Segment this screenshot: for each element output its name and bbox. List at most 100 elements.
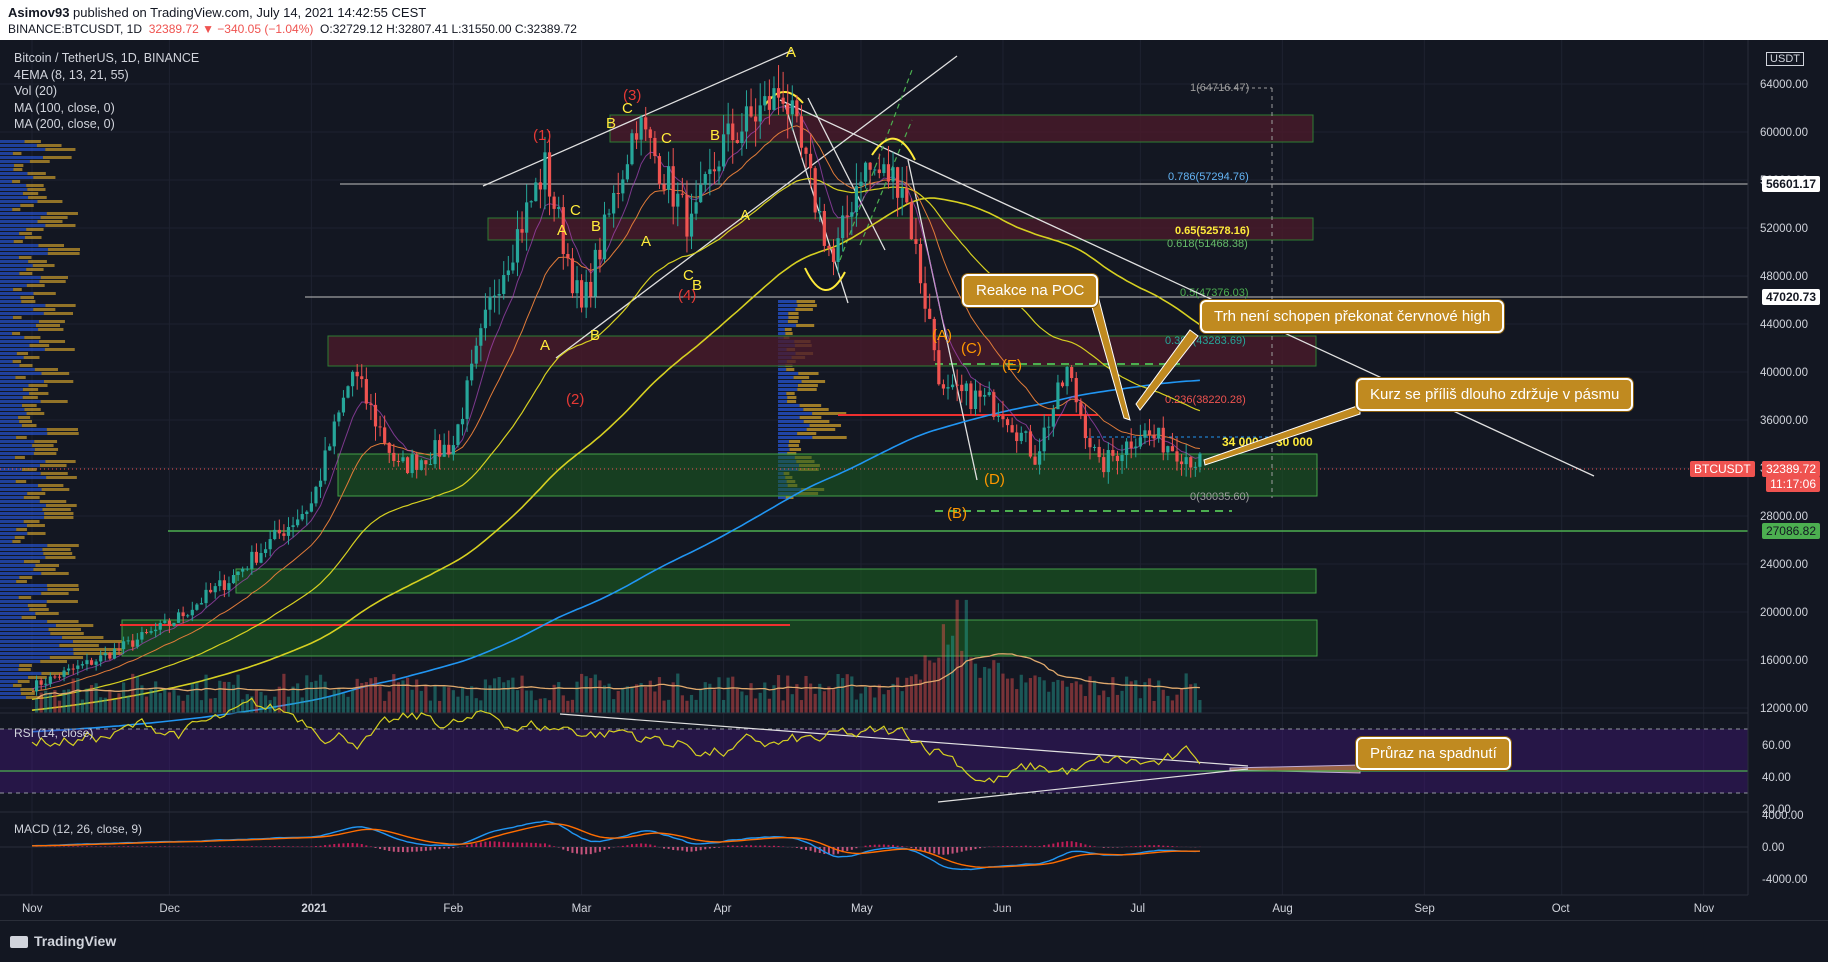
macd-hist-bar [393,847,395,852]
candle-body [1125,441,1128,455]
vp-bar [0,184,26,187]
macd-legend[interactable]: MACD (12, 26, close, 9) [14,822,142,836]
candle-body [516,229,519,262]
macd-hist-bar [315,846,317,847]
macd-hist-bar [1071,841,1073,847]
volume-bar [90,685,93,713]
vp-bar [0,408,24,411]
vp-bar [0,496,24,499]
volume-bar [1166,696,1169,713]
macd-hist-bar [480,842,482,847]
vp-bar [12,332,20,335]
macd-hist-bar [265,846,267,847]
legend-ma100[interactable]: MA (100, close, 0) [14,100,199,117]
time-tick-label: Jul [1130,903,1145,915]
macd-hist-bar [146,846,148,847]
volume-bar [1162,690,1165,713]
vp-bar [39,280,65,283]
macd-hist-bar [434,847,436,849]
volume-bar [433,685,436,713]
vp-bar [0,260,28,263]
vp-bar [43,552,72,555]
vp-bar [12,180,20,183]
vp-bar [0,592,41,595]
symbol-tag: BTCUSDT [1690,461,1755,477]
macd-hist-bar [301,846,303,847]
vp-bar [778,304,797,307]
currency-label[interactable]: USDT [1766,52,1804,66]
vp-bar [0,536,15,539]
candle-body [420,460,423,470]
macd-hist-bar [750,845,752,847]
vp-bar [0,228,26,231]
macd-hist-bar [1066,841,1068,847]
candle-body [617,193,620,194]
vp-bar [27,492,45,495]
candle-body [250,552,253,569]
vp-bar [36,324,60,327]
macd-hist-bar [695,847,697,851]
vp-bar [785,332,792,335]
candle-body [575,280,578,293]
volume-bar [1061,681,1064,713]
wave-label-orange: (C) [961,340,982,357]
macd-hist-bar [622,846,624,847]
volume-bar [415,679,418,713]
volume-bar [1102,691,1105,713]
candle-body [1157,428,1160,439]
tradingview-logo[interactable]: TradingView [10,933,116,949]
candle-body [1088,438,1091,447]
macd-hist-bar [361,844,363,847]
candle-body [841,215,844,238]
legend-ema[interactable]: 4EMA (8, 13, 21, 55) [14,67,199,84]
candle-body [800,116,803,147]
vp-bar [0,332,12,335]
volume-bar [667,700,670,713]
volume-bar [653,691,656,713]
vp-bar [797,388,816,391]
macd-hist-bar [997,846,999,847]
vp-bar [0,188,27,191]
vp-bar [27,524,45,527]
vp-bar [0,220,38,223]
macd-hist-bar [86,846,88,847]
legend-vol[interactable]: Vol (20) [14,83,199,100]
vp-bar [0,604,28,607]
volume-bar [836,674,839,713]
candle-body [1143,430,1146,437]
candle-body [90,660,93,665]
volume-bar [378,686,381,713]
wave-label-yellow: B [710,127,720,144]
vp-bar [47,432,78,435]
volume-bar [525,691,528,713]
macd-hist-bar [759,846,761,847]
legend-ma200[interactable]: MA (200, close, 0) [14,116,199,133]
vp-bar [0,540,12,543]
candle-body [149,631,152,633]
candle-body [603,215,606,260]
candle-body [1065,367,1068,386]
volume-bar [383,701,386,713]
candle-body [397,461,400,462]
vp-bar [0,524,27,527]
candle-body [749,106,752,116]
legend-title[interactable]: Bitcoin / TetherUS, 1D, BINANCE [14,50,199,67]
publisher-name[interactable]: Asimov93 [8,5,69,20]
volume-bar [699,689,702,713]
vp-bar [47,620,78,623]
volume-bar [594,675,597,713]
vp-bar [28,172,46,175]
rsi-legend[interactable]: RSI (14, close) [14,726,93,740]
time-tick-label: 2021 [301,903,327,915]
price-chart[interactable]: 1(64716.47) 0.786(57294.76) 0.65(52578.1… [0,40,1828,920]
candle-body [1020,433,1023,441]
volume-bar [200,700,203,713]
candle-body [956,385,959,386]
candle-body [95,661,98,664]
macd-hist-bar [205,846,207,847]
vp-bar [50,656,83,659]
volume-bar [1070,683,1073,713]
vp-bar [0,156,43,159]
vp-bar [0,648,73,651]
vp-bar [19,272,32,275]
